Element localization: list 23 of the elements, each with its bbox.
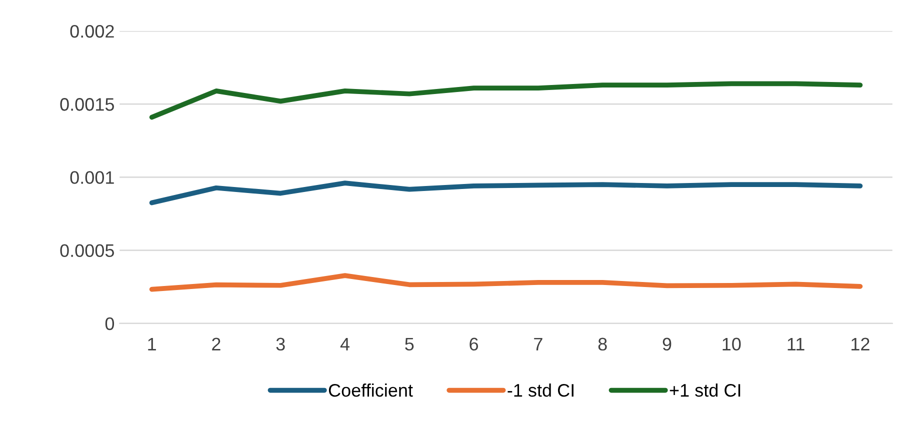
line-series <box>149 180 863 206</box>
x-tick-label: 7 <box>534 338 542 350</box>
x-tick-label: 12 <box>852 338 870 350</box>
x-tick-label: 8 <box>598 338 607 351</box>
x-tick-label: 1 <box>148 338 156 350</box>
legend-label: -1 std CI <box>508 383 574 397</box>
x-tick-label: 3 <box>276 338 285 351</box>
x-tick-label: 2 <box>212 338 220 350</box>
y-tick-label: 0.002 <box>70 24 114 38</box>
line-series <box>149 81 863 120</box>
x-tick-label: 6 <box>470 338 478 351</box>
x-tick-label: 10 <box>722 338 741 351</box>
y-tick-label: 0.001 <box>70 171 114 184</box>
legend-label: +1 std CI <box>670 383 740 397</box>
x-tick-label: 5 <box>405 338 414 351</box>
y-tick-label: 0.0015 <box>60 98 114 111</box>
legend-label: Coefficient <box>328 383 413 397</box>
line-series <box>149 273 863 292</box>
y-tick-label: 0.0005 <box>60 244 114 258</box>
x-tick-label: 11 <box>788 338 804 350</box>
x-tick-label: 9 <box>662 338 672 351</box>
x-tick-label: 4 <box>340 338 350 350</box>
y-tick-label: 0 <box>105 317 114 330</box>
